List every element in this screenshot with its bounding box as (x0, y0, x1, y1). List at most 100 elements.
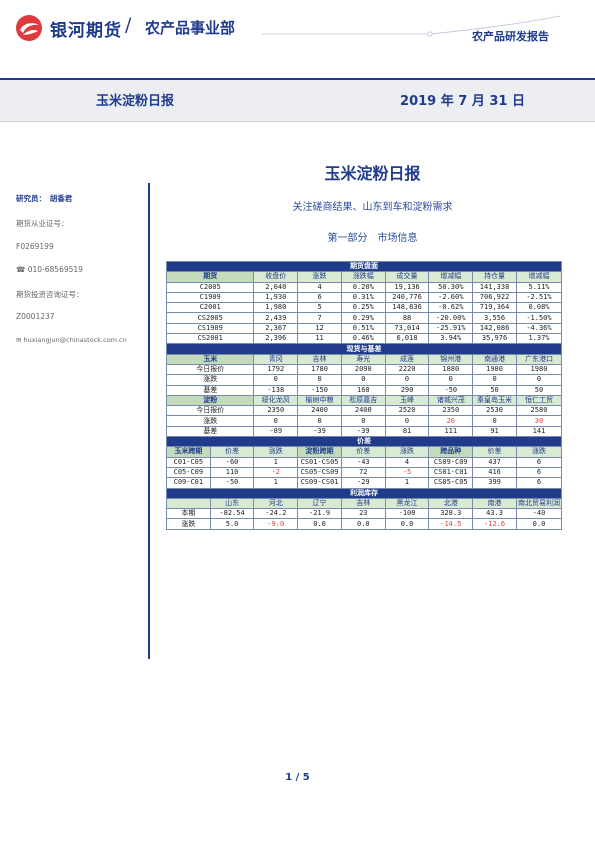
column-header: 增减幅 (428, 271, 474, 283)
table-cell: -82.54 (209, 508, 255, 520)
table-cell: 290 (384, 384, 430, 396)
table-cell: 328.3 (428, 508, 474, 520)
table-row: CS1909 2,367 12 0.51% 73,014 -25.91% 142,086 -4… (165, 322, 563, 335)
table-cell: -138 (253, 384, 299, 396)
table-cell: -4.36% (515, 322, 563, 335)
table-row: 本期 -82.54 -24.2 -21.9 23 -100 328.3 43.3 -40 (166, 508, 563, 520)
column-header: 青冈 (253, 353, 299, 365)
table-cell: 2350 (253, 405, 299, 417)
column-header: 成莲 (384, 353, 430, 365)
table-cell: C09-C01 (166, 477, 211, 489)
table-cell: 50 (515, 384, 563, 396)
page-number: 1 / 5 (285, 772, 310, 783)
section-heading: 第一部分 市场信息 (327, 233, 418, 244)
table-cell: 0.46% (340, 333, 386, 345)
section-title: 现货与基差 (166, 343, 562, 355)
column-header: 北港 (428, 497, 474, 510)
column-header: 恒仁工贸 (515, 394, 563, 407)
report-type: 农产品研发报告 (472, 30, 549, 43)
table-header-row: 淀粉 绥化龙凤 榆树中粮 松原嘉吉 玉峰 诸城兴茂 秦皇岛玉米 恒仁工贸 (165, 394, 563, 407)
table-cell: 141 (515, 425, 563, 438)
column-header: 淀粉跨期 (297, 446, 342, 458)
table-cell: 416 (472, 466, 517, 479)
table-cell: 35,976 (472, 333, 517, 345)
table-cell: 20 (428, 415, 474, 427)
table-cell: 72 (340, 466, 386, 479)
table-cell: 11 (297, 333, 342, 345)
column-header: 南北贸易利润 (515, 497, 563, 510)
table-cell: -1.50% (515, 312, 563, 324)
table-cell: -29 (340, 477, 386, 489)
report-date: 2019 年 7 月 31 日 (400, 94, 525, 109)
column-header: 涨跌 (253, 446, 299, 458)
table-cell: CS01-C01 (428, 466, 474, 479)
table-cell: 0 (253, 374, 299, 386)
table-cell: 1980 (515, 363, 563, 376)
table-cell: 0.25% (340, 302, 386, 314)
column-header: 增减幅 (515, 271, 563, 283)
table-cell: 2,040 (253, 281, 299, 293)
table-cell: CS09-C09 (428, 456, 474, 468)
table-row: CS2001 2,396 11 0.46% 6,018 3.94% 35,976 1.37% (165, 333, 563, 345)
table-cell: 5.0 (209, 518, 255, 530)
column-header: 玉米 (165, 353, 255, 365)
table-cell: -21.9 (297, 508, 342, 520)
table-cell: 91 (472, 425, 517, 438)
column-header: 价差 (209, 446, 255, 458)
table-cell: 0.08% (515, 302, 563, 314)
table-cell: 0 (253, 415, 299, 427)
table-cell: -0.62% (428, 302, 474, 314)
table-cell: 3.94% (428, 333, 474, 345)
table-cell: 706,922 (472, 291, 517, 304)
table-cell: 5.11% (515, 281, 563, 293)
column-header: 松原嘉吉 (340, 394, 386, 407)
column-header: 山东 (209, 497, 255, 510)
table-cell: 111 (428, 425, 474, 438)
table-cell: 43.3 (472, 508, 517, 520)
table-cell: 719,364 (472, 302, 517, 314)
table-cell: 0 (472, 374, 517, 386)
table-cell: 0 (515, 374, 563, 386)
column-header: 持仓量 (472, 271, 517, 283)
table-cell: -2 (253, 466, 299, 479)
table-row: 涨跌 0 0 0 0 0 0 0 (165, 374, 563, 386)
market-data-body: 期货盘面 期货 收盘价 涨跌 涨跌幅 成交量 增减幅 持仓量 增减幅 C2005 2,040 4 0.2… (165, 260, 563, 530)
column-header: 玉峰 (384, 394, 430, 407)
email-link[interactable]: ✉ huxiangjun@chinastock.com.cn (16, 336, 127, 344)
department-name: 农产品事业部 (145, 19, 236, 37)
consult-license-label: 期货投资咨询证号： (16, 290, 84, 299)
table-cell: -50 (428, 384, 474, 396)
table-cell: 2,367 (253, 322, 299, 335)
galaxy-logo-icon (16, 15, 42, 41)
table-cell: 0 (297, 374, 342, 386)
table-cell: -89 (253, 425, 299, 438)
table-cell: 0.0 (340, 518, 386, 530)
table-cell: 6 (515, 456, 563, 468)
section-title: 价差 (166, 436, 562, 448)
table-row: C2001 1,980 5 0.25% 148,836 -0.62% 719,364 0.08… (165, 302, 563, 314)
table-cell: -40 (515, 508, 563, 520)
table-cell: 1,980 (253, 302, 299, 314)
table-cell: -43 (340, 456, 386, 468)
table-row: 今日报价 1792 1780 2090 2220 1880 1980 1980 (165, 363, 563, 376)
column-header: 成交量 (384, 271, 430, 283)
band-report-title: 玉米淀粉日报 (96, 94, 175, 109)
table-cell: 5 (297, 302, 342, 314)
column-header: 河北 (253, 497, 299, 510)
table-cell: -14.5 (428, 518, 474, 530)
table-cell: 涨跌 (165, 415, 255, 427)
table-cell: 0 (297, 415, 342, 427)
table-cell: 23 (340, 508, 386, 520)
column-header: 广东港口 (515, 353, 563, 365)
table-cell: 4 (384, 456, 430, 468)
table-cell: CS2005 (165, 312, 255, 324)
table-cell: 0 (428, 374, 474, 386)
article-title: 玉米淀粉日报 (324, 164, 421, 183)
table-cell: 4 (297, 281, 342, 293)
table-cell: 0.51% (340, 322, 386, 335)
license-label: 期货从业证号： (16, 219, 69, 228)
table-cell: 142,086 (472, 322, 517, 335)
table-row: CS2005 2,439 7 0.29% 88 -20.00% 3,556 -1.50% (165, 312, 563, 324)
table-cell: 1.37% (515, 333, 563, 345)
table-row: C05-C09 110 -2 CS05-CS09 72 -5 CS01-C01 416 6 (166, 466, 563, 479)
